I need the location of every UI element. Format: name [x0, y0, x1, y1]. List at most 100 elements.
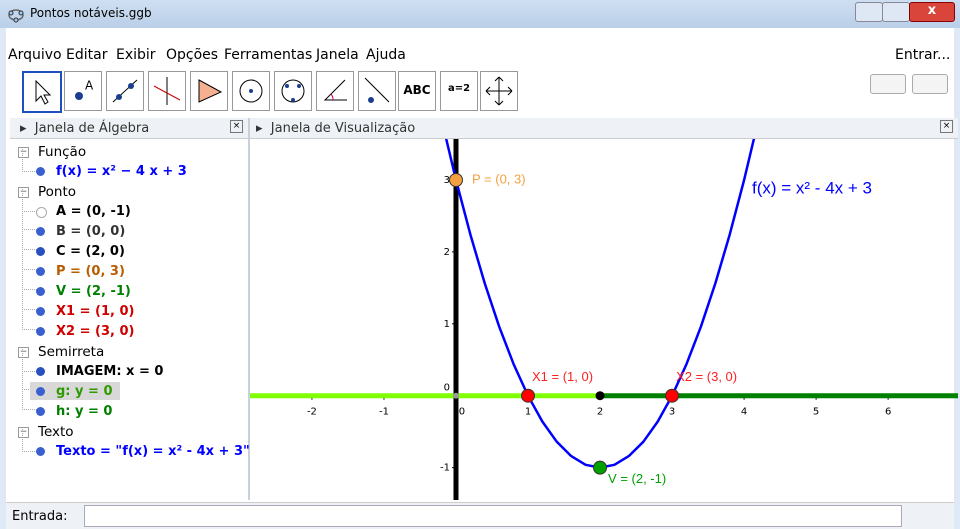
close-panel[interactable]: ×	[230, 120, 243, 133]
tool-label: ABC	[401, 83, 433, 97]
tool-icon	[191, 72, 227, 110]
tool-icon	[275, 72, 311, 110]
algebra-panel-title: ▸ Janela de Álgebra	[20, 121, 149, 136]
menu-item[interactable]: Ferramentas	[224, 47, 312, 63]
group-name: Texto	[38, 424, 74, 440]
menu-item[interactable]: Exibir	[116, 47, 156, 63]
tool-button[interactable]	[232, 71, 270, 111]
algebra-item[interactable]: P = (0, 3)	[56, 264, 125, 279]
tool-icon	[24, 73, 60, 111]
algebra-item[interactable]: V = (2, -1)	[56, 284, 131, 299]
y-tick-label: -1	[440, 463, 450, 474]
algebra-item[interactable]: A = (0, -1)	[56, 204, 131, 219]
x-tick-label: 5	[813, 407, 819, 418]
redo-button[interactable]	[912, 74, 948, 94]
x-tick-label: -2	[307, 407, 317, 418]
visibility-toggle[interactable]	[36, 167, 45, 176]
point	[453, 393, 459, 399]
point	[596, 391, 605, 400]
tool-button[interactable]: a=2	[440, 71, 478, 111]
tool-button[interactable]	[22, 71, 62, 113]
tool-label: a=2	[443, 83, 475, 94]
tree-line	[22, 289, 39, 310]
visibility-toggle[interactable]	[36, 447, 45, 456]
group-name: Ponto	[38, 184, 76, 200]
tool-icon	[233, 72, 269, 110]
algebra-item[interactable]: Texto = "f(x) = x² - 4x + 3"	[56, 444, 250, 459]
login-button[interactable]: Entrar...	[895, 47, 950, 63]
point-label: V = (2, -1)	[608, 471, 666, 486]
tree-line	[22, 269, 39, 290]
app-icon	[8, 7, 24, 23]
function-label: f(x) = x² - 4x + 3	[752, 178, 872, 197]
y-tick-label: 2	[444, 247, 450, 258]
visibility-toggle[interactable]	[36, 407, 45, 416]
menu-item[interactable]: Opções	[166, 47, 218, 63]
window-title: Pontos notáveis.ggb	[30, 6, 152, 20]
x-tick-label: 2	[597, 407, 603, 418]
menu-item[interactable]: Ajuda	[366, 47, 406, 63]
y-tick-label: 1	[444, 319, 450, 330]
algebra-item[interactable]: X1 = (1, 0)	[56, 304, 134, 319]
group-name: Função	[38, 144, 86, 160]
minimize-button[interactable]	[855, 2, 883, 22]
tree-line	[22, 389, 39, 410]
tool-icon	[149, 72, 185, 110]
tree-line	[22, 229, 39, 250]
close-button[interactable]: x	[909, 2, 955, 22]
x-tick-label: 4	[741, 407, 747, 418]
tool-button[interactable]	[358, 71, 396, 111]
tool-icon	[107, 72, 143, 110]
tool-button[interactable]	[148, 71, 186, 111]
tool-icon	[481, 72, 517, 110]
x-tick-label: -1	[379, 407, 389, 418]
point	[594, 461, 607, 474]
tool-icon	[359, 72, 395, 110]
tool-icon	[317, 72, 353, 110]
menu-item[interactable]: Janela	[316, 47, 359, 63]
tool-icon: A	[65, 72, 101, 110]
tool-button[interactable]: ABC	[398, 71, 436, 111]
algebra-item[interactable]: X2 = (3, 0)	[56, 324, 134, 339]
x-tick-label: 6	[885, 407, 891, 418]
maximize-button[interactable]	[882, 2, 910, 22]
algebra-item[interactable]: f(x) = x² − 4 x + 3	[56, 164, 187, 179]
close-panel[interactable]: ×	[940, 120, 953, 133]
tree-line	[22, 309, 39, 330]
visibility-toggle[interactable]	[36, 327, 45, 336]
group-name: Semirreta	[38, 344, 104, 360]
x-tick-label: 0	[459, 407, 465, 418]
point	[666, 389, 679, 402]
point-label: P = (0, 3)	[472, 171, 526, 186]
x-tick-label: 1	[525, 407, 531, 418]
algebra-item[interactable]: B = (0, 0)	[56, 224, 125, 239]
algebra-item[interactable]: C = (2, 0)	[56, 244, 125, 259]
graphics-title: Janela de Visualização	[271, 121, 415, 136]
input-field[interactable]	[84, 505, 902, 527]
point-label: X1 = (1, 0)	[532, 369, 593, 384]
input-label: Entrada:	[12, 509, 67, 524]
tool-button[interactable]	[190, 71, 228, 111]
point	[522, 389, 535, 402]
x-tick-label: 3	[669, 407, 675, 418]
algebra-item[interactable]: IMAGEM: x = 0	[56, 364, 163, 379]
algebra-item[interactable]: g: y = 0	[56, 384, 113, 399]
y-tick-label: 0	[444, 383, 450, 394]
graphics-panel-title: ▸ Janela de Visualização	[256, 121, 415, 136]
tree-line	[22, 209, 39, 230]
window: Pontos notáveis.ggb x ArquivoEditar Exibi…	[0, 0, 960, 529]
menu-item[interactable]: Editar	[66, 47, 107, 63]
tool-button[interactable]	[316, 71, 354, 111]
point-label: X2 = (3, 0)	[676, 369, 737, 384]
algebra-item[interactable]: h: y = 0	[56, 404, 112, 419]
tool-button[interactable]	[480, 71, 518, 111]
tool-button[interactable]	[274, 71, 312, 111]
function-curve	[442, 139, 759, 468]
tool-button[interactable]	[106, 71, 144, 111]
undo-button[interactable]	[870, 74, 906, 94]
menu-item[interactable]: Arquivo	[8, 47, 62, 63]
tool-button[interactable]: A	[64, 71, 102, 111]
toolbar: A ABC a=2	[0, 68, 960, 118]
